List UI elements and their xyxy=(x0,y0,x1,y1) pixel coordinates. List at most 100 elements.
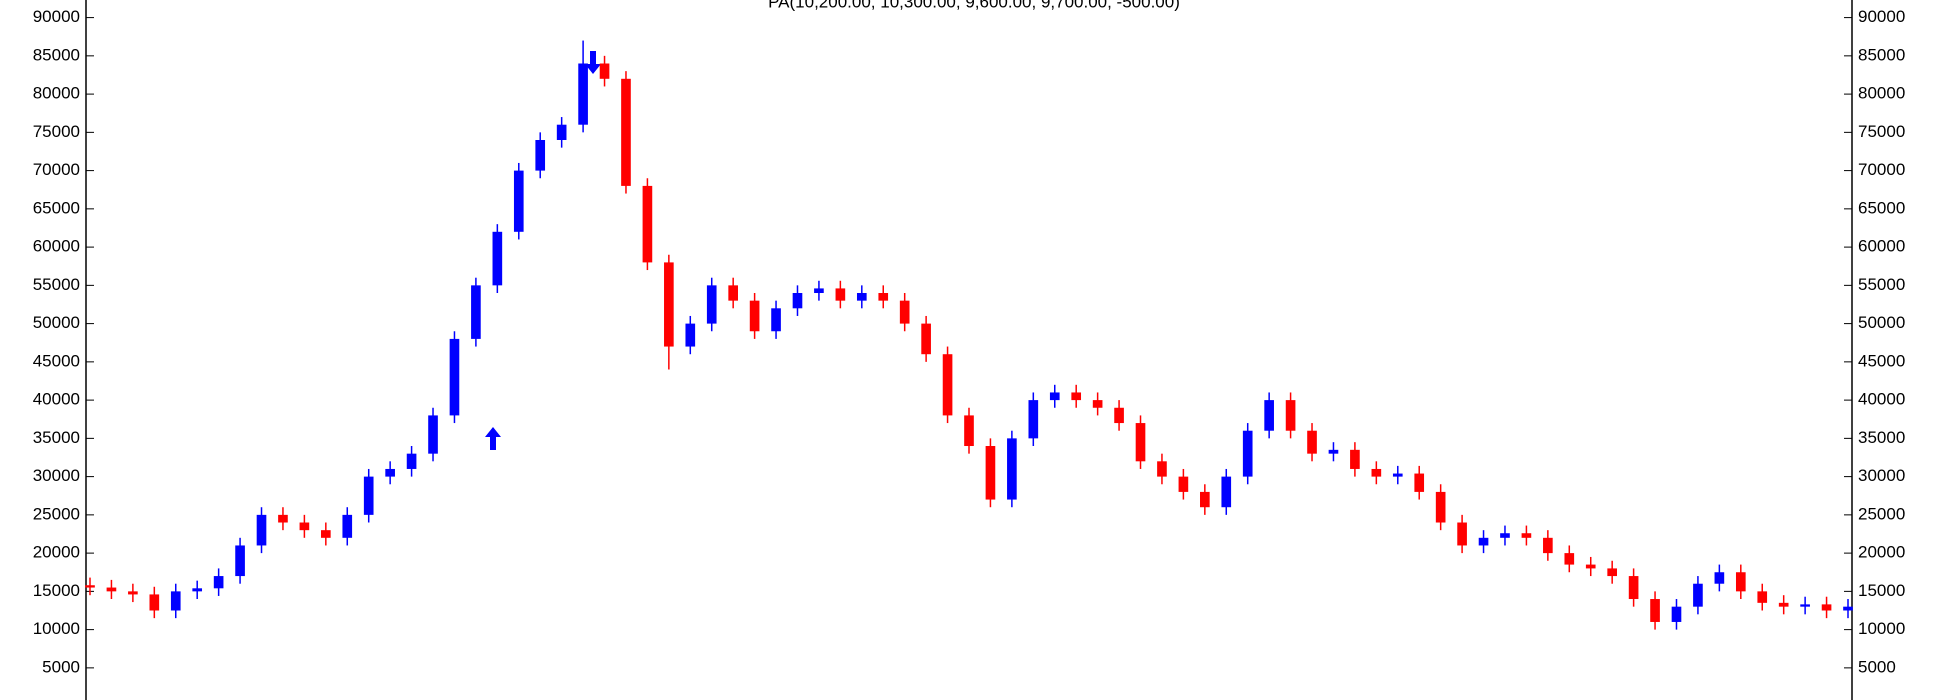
candle-body xyxy=(1650,599,1660,622)
candle-body xyxy=(1714,572,1725,584)
candle-body xyxy=(685,323,696,347)
candle-body xyxy=(1628,576,1639,600)
candle-body xyxy=(192,588,203,592)
candle-body xyxy=(1307,430,1317,454)
candle-body xyxy=(321,530,331,538)
candle-body xyxy=(749,300,760,332)
candle-body xyxy=(449,338,460,416)
candle-body xyxy=(256,514,267,546)
candle-body xyxy=(706,285,717,324)
candle-body xyxy=(1007,438,1017,500)
candle-body xyxy=(921,323,931,355)
candle-body xyxy=(85,585,95,588)
candle-body xyxy=(363,476,374,515)
candle-body xyxy=(728,285,738,301)
candle-body xyxy=(428,415,438,454)
candle-body xyxy=(1049,392,1060,401)
candle-body xyxy=(1200,491,1210,508)
candle-body xyxy=(149,594,160,611)
candle-body xyxy=(771,308,781,332)
candle-body xyxy=(1821,604,1832,611)
candle-body xyxy=(1092,400,1103,408)
candle-body xyxy=(278,514,288,523)
candle-body xyxy=(1735,572,1746,592)
candle-body xyxy=(213,576,224,589)
buy-arrow xyxy=(485,427,501,450)
y-tick-label: 5000 xyxy=(42,657,80,676)
sell-arrow xyxy=(585,51,601,74)
candle-body xyxy=(1757,591,1768,603)
candle-body xyxy=(1778,602,1789,607)
candle-body xyxy=(1543,537,1553,554)
candle-body xyxy=(1693,583,1703,607)
y2-tick-label: 80000 xyxy=(1858,84,1905,103)
candle-body xyxy=(1392,473,1403,477)
candle-body xyxy=(1157,461,1167,477)
y2-tick-label: 50000 xyxy=(1858,313,1905,332)
y-tick-label: 80000 xyxy=(33,84,80,103)
candle-body xyxy=(942,354,953,416)
y-tick-label: 55000 xyxy=(33,275,80,294)
candle-body xyxy=(1800,604,1810,607)
candle-body xyxy=(621,78,631,186)
candle-body xyxy=(1435,491,1446,523)
candle-body xyxy=(1350,449,1360,469)
candle-body xyxy=(1500,533,1510,538)
candle-body xyxy=(578,63,588,125)
candle-body xyxy=(235,545,245,577)
candle-body xyxy=(1521,533,1532,538)
y2-tick-label: 85000 xyxy=(1858,45,1905,64)
y-tick-label: 40000 xyxy=(33,390,80,409)
y2-tick-label: 75000 xyxy=(1858,122,1905,141)
candle-body xyxy=(1607,568,1617,577)
candle-body xyxy=(664,262,674,347)
candle-body xyxy=(342,514,353,538)
y2-tick-label: 70000 xyxy=(1858,160,1905,179)
candle-body xyxy=(513,170,524,232)
y2-tick-label: 40000 xyxy=(1858,390,1905,409)
candle-body xyxy=(385,468,395,477)
candle-body xyxy=(299,522,310,531)
candle-body xyxy=(406,453,417,469)
y2-tick-label: 35000 xyxy=(1858,428,1905,447)
y-tick-label: 25000 xyxy=(33,504,80,523)
y-tick-label: 30000 xyxy=(33,466,80,485)
candle-body xyxy=(128,591,138,595)
candle-body xyxy=(1264,400,1274,431)
y-tick-label: 10000 xyxy=(33,619,80,638)
candle-body xyxy=(1328,449,1339,454)
y-tick-label: 50000 xyxy=(33,313,80,332)
chart-title: PA(10,200.00, 10,300.00, 9,600.00, 9,700… xyxy=(768,0,1180,11)
candle-body xyxy=(856,293,867,301)
candle-body xyxy=(1671,606,1682,622)
y-tick-label: 85000 xyxy=(33,45,80,64)
candle-body xyxy=(599,63,610,79)
candle-body xyxy=(1114,407,1124,424)
y2-tick-label: 55000 xyxy=(1858,275,1905,294)
candle-body xyxy=(1371,468,1382,477)
candle-body xyxy=(878,293,889,301)
candle-body xyxy=(1028,400,1039,439)
candle-body xyxy=(556,124,567,140)
candle-body xyxy=(1178,476,1189,492)
candle-body xyxy=(1285,400,1296,431)
candle-body xyxy=(1585,564,1596,569)
candle-body xyxy=(899,300,910,324)
candle-body xyxy=(170,591,181,611)
candle-body xyxy=(471,285,481,339)
y-tick-label: 15000 xyxy=(33,581,80,600)
candle-body xyxy=(535,140,546,171)
y-tick-label: 70000 xyxy=(33,160,80,179)
y-tick-label: 35000 xyxy=(33,428,80,447)
y-tick-label: 90000 xyxy=(33,7,80,26)
candle-body xyxy=(814,288,824,294)
y2-tick-label: 45000 xyxy=(1858,351,1905,370)
y-tick-label: 60000 xyxy=(33,237,80,256)
candle-body xyxy=(1478,537,1489,546)
candle-body xyxy=(964,415,974,447)
candle-body xyxy=(835,288,846,301)
y2-tick-label: 20000 xyxy=(1858,543,1905,562)
y-tick-label: 65000 xyxy=(33,198,80,217)
